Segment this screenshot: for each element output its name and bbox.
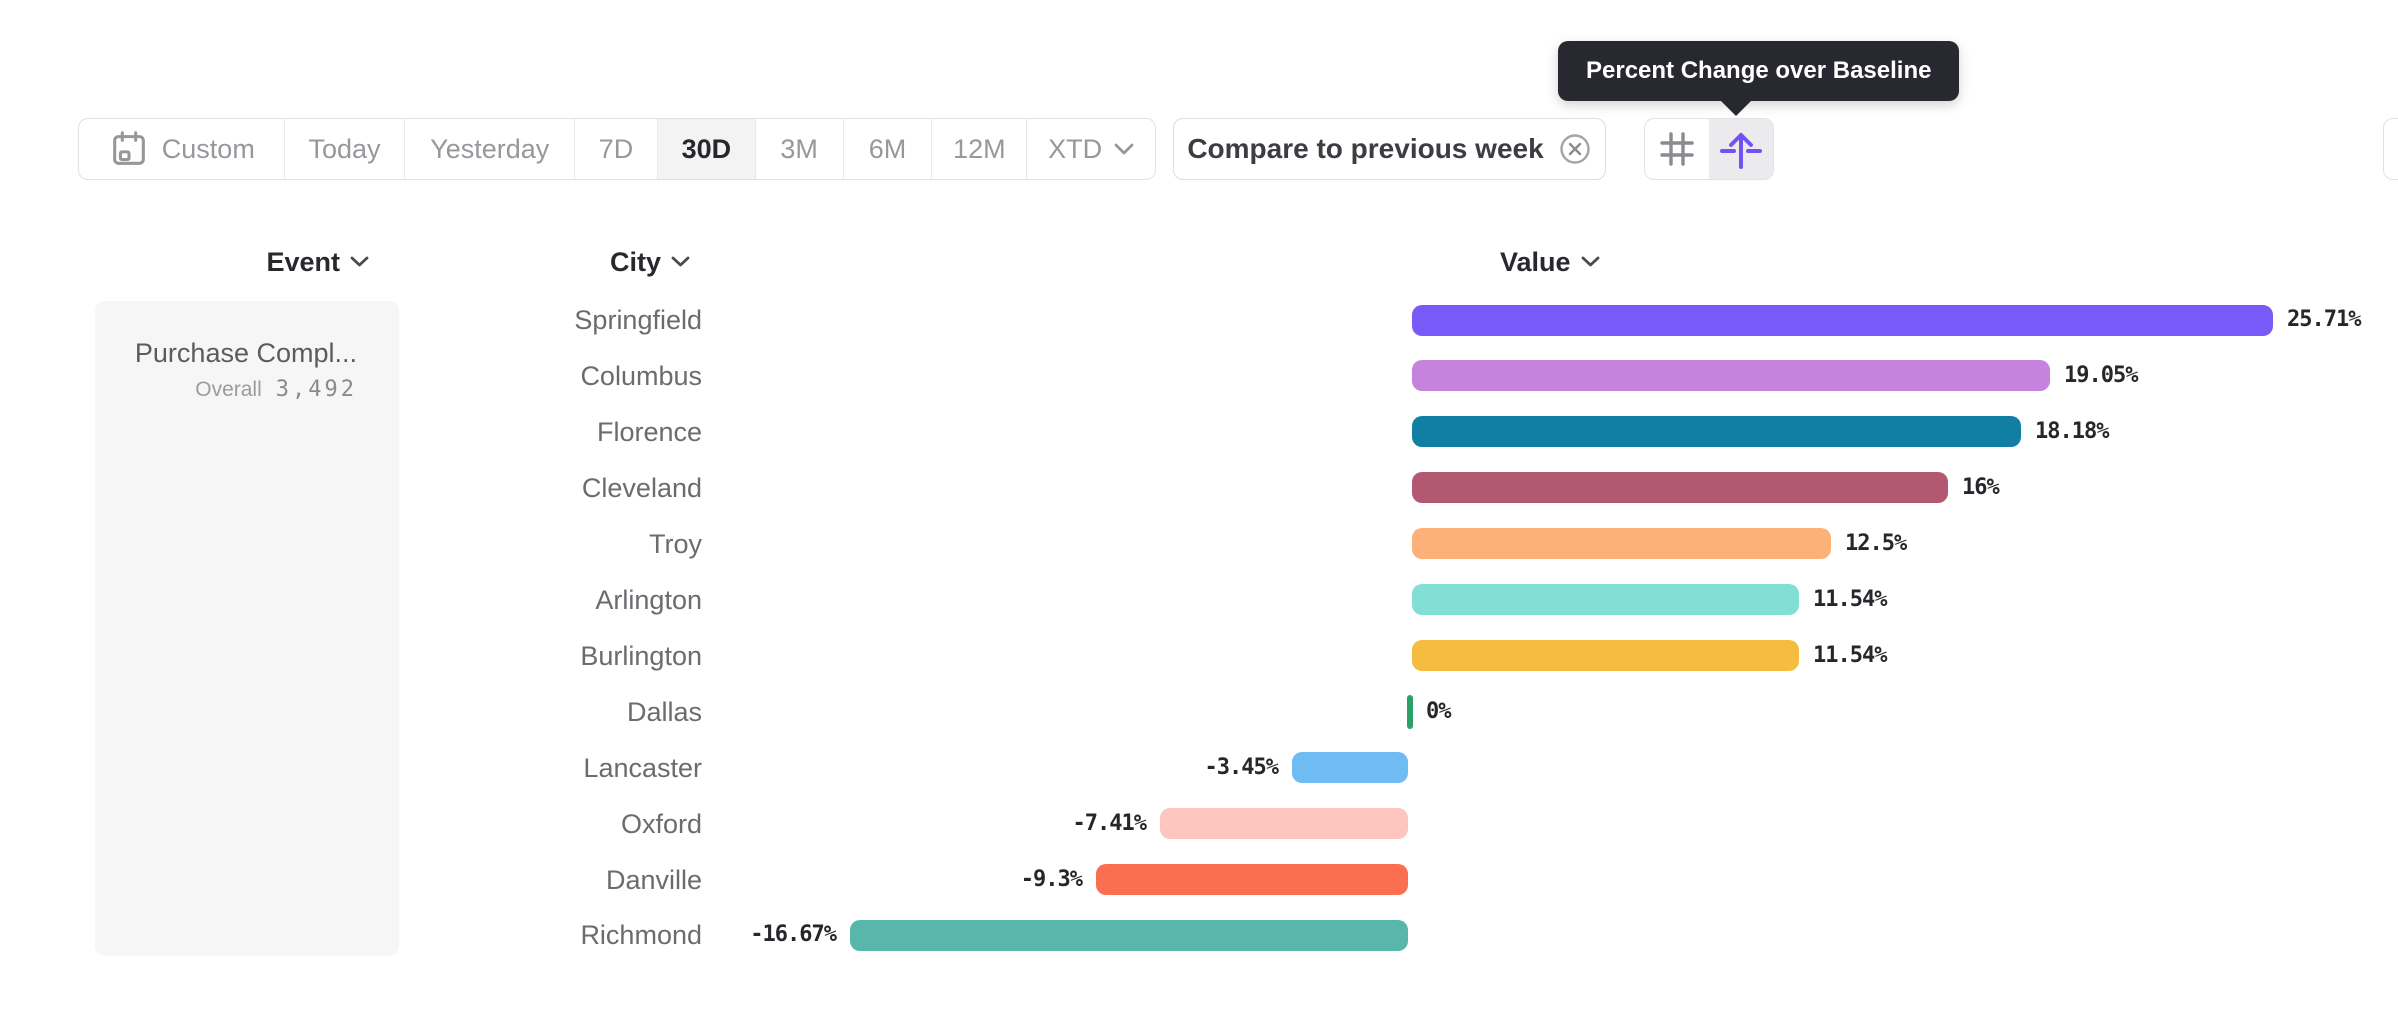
date-range-12m[interactable]: 12M	[932, 119, 1028, 179]
date-range-today[interactable]: Today	[285, 119, 406, 179]
bar[interactable]	[1292, 752, 1408, 784]
date-range-label: Yesterday	[430, 133, 550, 164]
date-range-3m[interactable]: 3M	[756, 119, 844, 179]
bar[interactable]	[1412, 472, 1948, 504]
bar-value-label: 25.71%	[2287, 307, 2361, 332]
column-header-label: Event	[266, 246, 340, 277]
circled-x-icon[interactable]	[1558, 132, 1592, 166]
bar-value-label: 16%	[1962, 474, 2000, 500]
column-header-label: City	[609, 246, 661, 277]
date-range-30d[interactable]: 30D	[657, 119, 756, 179]
bar-value-label: -9.3%	[1020, 866, 1083, 892]
bar[interactable]	[1096, 864, 1408, 895]
bar-value-label: -16.67%	[750, 922, 837, 948]
bar[interactable]	[1412, 360, 2050, 392]
percent-change-over-baseline-toggle[interactable]	[1709, 119, 1773, 179]
date-range-xtd[interactable]: XTD	[1027, 119, 1155, 179]
overall-value: 3,492	[275, 377, 357, 402]
column-header-city[interactable]: City	[610, 244, 690, 280]
city-label: Dallas	[626, 696, 702, 727]
date-range-label: 12M	[953, 133, 1006, 164]
column-header-value[interactable]: Value	[1500, 244, 1600, 280]
bar-value-label: 0%	[1426, 698, 1451, 724]
bar-value-label: -3.45%	[1204, 754, 1279, 780]
bar-zero-tick[interactable]	[1407, 694, 1413, 729]
grid-hash-icon	[1660, 132, 1694, 166]
bar-value-label: -7.41%	[1072, 810, 1147, 836]
event-panel-purchase-completed[interactable]: Purchase Compl... Overall 3,492	[95, 301, 399, 956]
bar-value-label: 19.05%	[2064, 362, 2138, 388]
tooltip-text: Percent Change over Baseline	[1586, 57, 1932, 84]
city-label: Troy	[649, 528, 702, 559]
event-overall-row: Overall 3,492	[95, 377, 357, 402]
calendar-icon	[112, 131, 145, 165]
date-range-segmented-control: Custom Today Yesterday 7D 30D 3M 6M 12M …	[78, 118, 1156, 180]
compare-to-previous-week-button[interactable]: Compare to previous week	[1173, 118, 1606, 180]
date-range-label: XTD	[1048, 133, 1103, 164]
chevron-down-icon	[671, 256, 690, 267]
city-label: Danville	[605, 864, 702, 895]
tooltip-percent-change-over-baseline: Percent Change over Baseline	[1558, 41, 1960, 101]
bar-value-label: 11.54%	[1813, 642, 1887, 668]
city-label: Cleveland	[581, 472, 702, 503]
overall-label: Overall	[195, 378, 262, 401]
city-label: Columbus	[580, 360, 702, 391]
column-header-label: Value	[1500, 246, 1571, 277]
bar-value-label: 11.54%	[1813, 586, 1887, 612]
date-range-label: 3M	[780, 133, 818, 164]
chevron-down-icon	[350, 256, 369, 267]
city-label: Springfield	[574, 305, 702, 335]
date-range-yesterday[interactable]: Yesterday	[405, 119, 576, 179]
city-label: Arlington	[595, 584, 702, 615]
date-range-label: 6M	[868, 133, 907, 164]
column-header-event[interactable]: Event	[266, 244, 369, 280]
city-label: Oxford	[620, 808, 702, 839]
bar[interactable]	[1160, 808, 1408, 840]
bar[interactable]	[1412, 584, 1799, 616]
date-range-custom[interactable]: Custom	[79, 119, 285, 179]
tooltip-caret	[1719, 99, 1753, 116]
bar-value-label: 12.5%	[1845, 530, 1907, 556]
bar[interactable]	[1412, 416, 2021, 448]
bar[interactable]	[850, 919, 1408, 951]
date-range-6m[interactable]: 6M	[844, 119, 933, 179]
city-label: Florence	[596, 416, 702, 447]
city-label: Richmond	[580, 920, 702, 951]
bar-value-label: 18.18%	[2035, 418, 2109, 444]
event-name: Purchase Compl...	[134, 338, 357, 368]
chart-view-toggle-group	[1644, 118, 1774, 180]
bar[interactable]	[1412, 640, 1799, 672]
grid-values-toggle[interactable]	[1645, 119, 1709, 179]
date-range-label: Today	[308, 133, 381, 164]
city-label: Lancaster	[583, 752, 702, 783]
date-range-7d[interactable]: 7D	[575, 119, 658, 179]
chevron-down-icon	[1581, 256, 1599, 267]
date-range-label: 30D	[681, 133, 732, 164]
bar[interactable]	[1412, 528, 1831, 560]
bar[interactable]	[1412, 304, 2273, 336]
chevron-down-icon	[1114, 143, 1134, 154]
compare-button-label: Compare to previous week	[1187, 133, 1544, 164]
city-label: Burlington	[580, 640, 702, 671]
baseline-arrow-icon	[1720, 133, 1762, 169]
date-range-label: Custom	[161, 133, 255, 164]
date-range-label: 7D	[598, 133, 634, 164]
clipped-edge-button[interactable]	[2383, 118, 2398, 180]
